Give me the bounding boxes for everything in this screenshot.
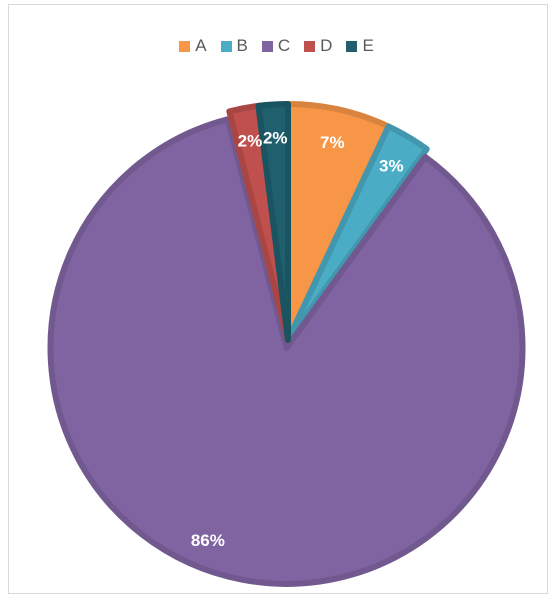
legend-item-d: D bbox=[304, 36, 332, 56]
slice-label-d: 2% bbox=[238, 132, 263, 151]
slice-label-b: 3% bbox=[379, 156, 404, 175]
legend-label-a: A bbox=[195, 36, 207, 55]
legend: A B C D E bbox=[0, 36, 553, 56]
legend-swatch-d bbox=[304, 40, 316, 52]
legend-swatch-b bbox=[220, 40, 232, 52]
pie-slice-e bbox=[255, 101, 291, 343]
pie-slice-b bbox=[285, 123, 430, 343]
slice-label-a: 7% bbox=[320, 133, 345, 152]
legend-swatch-c bbox=[261, 40, 273, 52]
slice-label-c: 86% bbox=[191, 531, 225, 550]
legend-label-b: B bbox=[236, 36, 248, 55]
legend-swatch-e bbox=[346, 40, 358, 52]
legend-item-c: C bbox=[261, 36, 291, 56]
legend-item-a: A bbox=[179, 36, 207, 56]
slice-label-e: 2% bbox=[263, 128, 288, 147]
pie-slice-c bbox=[47, 116, 526, 587]
legend-label-c: C bbox=[277, 36, 291, 55]
legend-label-e: E bbox=[362, 36, 374, 55]
legend-label-d: D bbox=[320, 36, 333, 55]
legend-item-b: B bbox=[220, 36, 248, 56]
legend-swatch-a bbox=[179, 40, 191, 52]
legend-item-e: E bbox=[346, 36, 374, 56]
